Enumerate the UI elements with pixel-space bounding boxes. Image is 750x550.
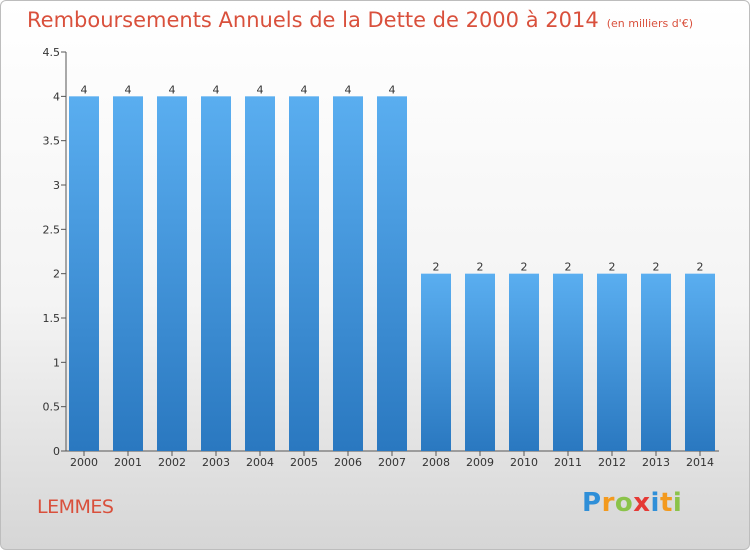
chart-title-main: Remboursements Annuels de la Dette de 20… — [27, 8, 599, 32]
data-label: 4 — [257, 83, 264, 96]
x-tick-label: 2008 — [422, 456, 450, 469]
logo-letter: t — [659, 488, 673, 518]
x-tick-label: 2011 — [554, 456, 582, 469]
x-tick-label: 2009 — [466, 456, 494, 469]
bar-2009 — [465, 273, 495, 451]
chart-unit-note: (en milliers d'€) — [606, 17, 693, 30]
data-label: 2 — [433, 261, 440, 274]
y-tick-label: 2 — [53, 268, 60, 281]
x-tick-label: 2014 — [686, 456, 714, 469]
bar-2003 — [201, 96, 231, 451]
data-label: 4 — [301, 83, 308, 96]
bar-2000 — [69, 96, 99, 451]
bars-group — [69, 96, 715, 451]
logo-letter: r — [601, 488, 615, 518]
bar-2005 — [289, 96, 319, 451]
bar-2010 — [509, 273, 539, 451]
bar-2011 — [553, 273, 583, 451]
data-label: 2 — [521, 261, 528, 274]
x-tick-label: 2003 — [202, 456, 230, 469]
x-tick-label: 2000 — [70, 456, 98, 469]
data-label: 4 — [125, 83, 132, 96]
bar-2013 — [641, 273, 671, 451]
logo-letter: i — [650, 488, 660, 518]
bar-2014 — [685, 273, 715, 451]
y-tick-label: 1.5 — [43, 312, 61, 325]
x-tick-label: 2012 — [598, 456, 626, 469]
x-tick-label: 2005 — [290, 456, 318, 469]
x-tick-label: 2002 — [158, 456, 186, 469]
data-label: 4 — [389, 83, 396, 96]
chart-title: Remboursements Annuels de la Dette de 20… — [27, 8, 693, 32]
logo-letter: o — [614, 488, 634, 518]
bar-2006 — [333, 96, 363, 451]
y-tick-label: 0 — [53, 445, 60, 458]
proxiti-logo[interactable]: Proxiti — [582, 488, 682, 518]
y-tick-label: 3 — [53, 179, 60, 192]
y-tick-label: 4 — [53, 90, 60, 103]
data-label: 4 — [213, 83, 220, 96]
data-label: 2 — [565, 261, 572, 274]
bar-2008 — [421, 273, 451, 451]
bar-2004 — [245, 96, 275, 451]
axes: 0 0.5 1 1.5 2 2.5 3 3.5 4 4.5 2000 2001 2002 2003 2004… — [43, 46, 719, 469]
x-tick-label: 2007 — [378, 456, 406, 469]
y-tick-label: 3.5 — [43, 135, 61, 148]
x-tick-label: 2004 — [246, 456, 274, 469]
data-label: 2 — [653, 261, 660, 274]
data-label: 4 — [345, 83, 352, 96]
data-labels-group: 4 4 4 4 4 4 4 4 2 2 2 2 2 2 2 — [81, 83, 704, 273]
logo-letter: P — [582, 488, 602, 518]
y-tick-label: 2.5 — [43, 223, 61, 236]
x-tick-label: 2010 — [510, 456, 538, 469]
logo-letter: i — [672, 488, 683, 518]
y-tick-label: 4.5 — [43, 46, 61, 59]
data-label: 2 — [609, 261, 616, 274]
x-tick-label: 2006 — [334, 456, 362, 469]
bar-2001 — [113, 96, 143, 451]
x-tick-label: 2013 — [642, 456, 670, 469]
y-tick-label: 0.5 — [43, 401, 61, 414]
commune-name: LEMMES — [37, 496, 114, 518]
bar-2007 — [377, 96, 407, 451]
bar-2012 — [597, 273, 627, 451]
bar-2002 — [157, 96, 187, 451]
x-tick-label: 2001 — [114, 456, 142, 469]
data-label: 2 — [477, 261, 484, 274]
data-label: 2 — [697, 261, 704, 274]
y-tick-label: 1 — [53, 356, 60, 369]
data-label: 4 — [169, 83, 176, 96]
logo-letter: x — [633, 488, 651, 518]
data-label: 4 — [81, 83, 88, 96]
